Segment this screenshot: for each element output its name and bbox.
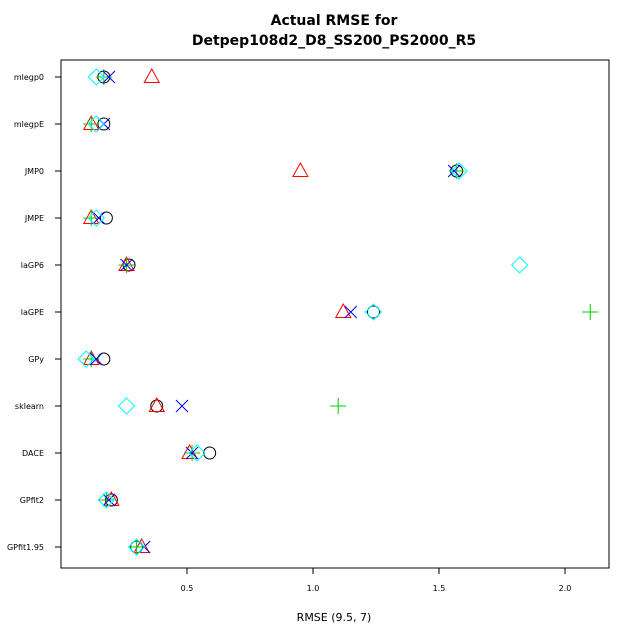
chart-title-line-1: Actual RMSE for — [271, 13, 398, 29]
y-tick-label: GPy — [28, 355, 44, 364]
diamond-marker — [450, 162, 468, 180]
diamond-marker — [77, 350, 95, 368]
x-marker — [102, 70, 116, 84]
x-tick-label: 2.0 — [559, 584, 572, 593]
circle-marker — [99, 211, 113, 225]
x-marker — [447, 164, 461, 178]
x-tick-label: 0.5 — [181, 584, 194, 593]
x-marker — [185, 446, 199, 460]
x-axis: 0.5 1.0 1.5 2.0 — [181, 568, 572, 593]
x-marker — [89, 352, 103, 366]
diamond-marker — [510, 256, 529, 274]
plus-marker — [330, 398, 347, 414]
x-tick-label: 1.5 — [433, 584, 446, 593]
plus-marker — [83, 210, 100, 226]
x-marker — [92, 211, 106, 225]
y-tick-label: sklearn — [15, 402, 44, 411]
y-tick-label: mlegpE — [14, 120, 44, 129]
triangle-marker — [292, 161, 309, 177]
plus-marker — [128, 539, 145, 555]
diamond-marker — [97, 491, 116, 509]
y-tick-label: laGPE — [21, 308, 44, 317]
plus-marker — [83, 116, 100, 132]
x-marker — [175, 399, 189, 413]
x-marker — [102, 493, 116, 507]
diamond-marker — [117, 397, 136, 415]
plot-frame — [60, 59, 610, 569]
y-tick-label: laGP6 — [21, 261, 44, 270]
y-tick-label: JMP0 — [24, 167, 44, 176]
triangle-marker — [334, 302, 352, 318]
triangle-marker — [143, 67, 161, 83]
plus-marker — [98, 492, 115, 508]
diamond-marker — [87, 209, 105, 227]
circle-marker — [366, 305, 380, 319]
y-axis: mlegp0 mlegpE JMP0 JMPE laGP6 laGPE GPy sklearn… — [7, 73, 61, 552]
circle-marker — [203, 446, 217, 460]
y-tick-label: mlegp0 — [14, 73, 44, 82]
triangle-marker — [148, 396, 166, 412]
x-axis-title: RMSE (9.5, 7) — [297, 611, 372, 624]
data-points — [77, 67, 599, 556]
chart-title-line-2: Detpep108d2_D8_SS200_PS2000_R5 — [192, 33, 476, 49]
x-marker — [344, 305, 358, 319]
y-tick-label: JMPE — [24, 214, 44, 223]
diamond-marker — [127, 538, 146, 556]
diamond-marker — [87, 115, 105, 133]
y-tick-label: DACE — [22, 449, 44, 458]
diamond-marker — [364, 303, 383, 321]
y-tick-label: GPfit1.95 — [7, 543, 44, 552]
diamond-marker — [188, 444, 206, 462]
x-tick-label: 1.0 — [307, 584, 320, 593]
y-tick-label: GPfit2 — [20, 496, 44, 505]
plus-marker — [582, 304, 599, 320]
diamond-marker — [87, 68, 105, 86]
x-marker — [120, 258, 133, 272]
